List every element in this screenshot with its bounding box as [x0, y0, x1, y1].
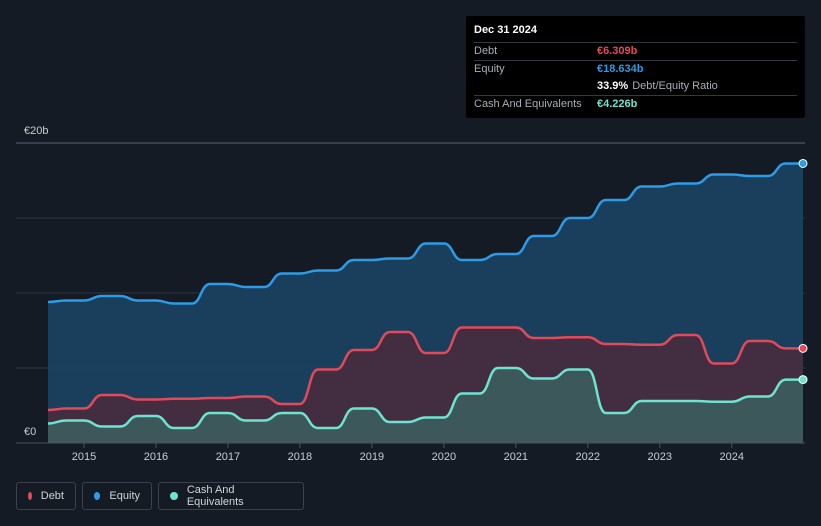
debt-line [47, 326, 803, 412]
tooltip-ratio: 33.9% Debt/Equity Ratio [597, 78, 718, 95]
x-tick-label: 2020 [432, 451, 456, 463]
tooltip-ratio-value: 33.9% [597, 80, 629, 92]
tooltip-debt-value: €6.309b [597, 45, 638, 57]
tooltip-cash-label: Cash And Equivalents [474, 98, 582, 110]
marker-layer [798, 158, 808, 385]
y-tick-label: €20b [24, 125, 48, 137]
y-tick-label: €0 [24, 426, 36, 438]
line-layer [47, 162, 803, 430]
cash-dot-icon [170, 492, 178, 500]
x-tick-label: 2016 [144, 451, 168, 463]
tooltip-panel: Dec 31 2024 Debt €6.309b Equity €18.634b… [466, 16, 805, 118]
axis-layer: €0 €20b 2015 2016 2017 2018 2019 2020 2021 2022 20… [16, 125, 805, 463]
tooltip-cash-row: Cash And Equivalents €4.226b [474, 95, 797, 113]
legend-cash-label: Cash And Equivalents [186, 484, 244, 508]
x-tick-label: 2017 [216, 451, 240, 463]
x-tick-label: 2023 [648, 451, 672, 463]
tooltip-ratio-label: Debt/Equity Ratio [632, 80, 718, 92]
equity-line [47, 162, 803, 305]
cash-end-marker [798, 375, 808, 385]
tooltip-debt-row: Debt €6.309b [474, 42, 797, 60]
x-tick-label: 2019 [360, 451, 384, 463]
debt-end-marker [798, 343, 808, 353]
cash-line [47, 366, 803, 430]
x-tick-label: 2022 [576, 451, 600, 463]
legend-equity-label: Equity [109, 490, 140, 502]
tooltip-ratio-row: 33.9% Debt/Equity Ratio [474, 78, 797, 95]
legend-debt-button[interactable]: Debt [16, 482, 76, 510]
cash-area [48, 368, 803, 443]
equity-end-marker [798, 158, 808, 168]
tooltip-equity-label: Equity [474, 63, 505, 75]
tooltip-equity-value: €18.634b [597, 63, 644, 75]
x-tick-label: 2021 [504, 451, 528, 463]
x-tick-label: 2015 [72, 451, 96, 463]
equity-dot-icon [94, 492, 101, 500]
tooltip-cash-value: €4.226b [597, 98, 638, 110]
legend-cash-button[interactable]: Cash And Equivalents [158, 482, 304, 510]
tooltip-equity-row: Equity €18.634b [474, 60, 797, 78]
tooltip-date: Dec 31 2024 [474, 24, 537, 36]
x-tick-label: 2018 [288, 451, 312, 463]
legend-equity-button[interactable]: Equity [82, 482, 152, 510]
debt-dot-icon [28, 492, 32, 500]
legend-debt-label: Debt [40, 490, 64, 502]
tooltip-debt-label: Debt [474, 45, 498, 57]
x-tick-label: 2024 [720, 451, 744, 463]
